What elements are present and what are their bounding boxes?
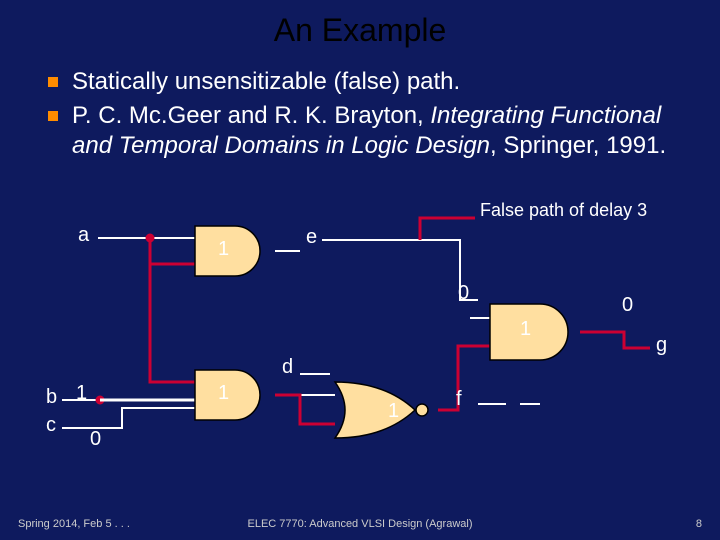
bullet-marker-icon — [48, 111, 58, 121]
footer-left: Spring 2014, Feb 5 . . . — [18, 518, 130, 530]
bullet-marker-icon — [48, 77, 58, 87]
value-label: 1 — [388, 400, 399, 423]
bullet-item: P. C. Mc.Geer and R. K. Brayton, Integra… — [48, 101, 690, 161]
gates — [195, 226, 568, 438]
signal-f: f — [456, 388, 462, 411]
nor-bubble-icon — [416, 404, 428, 416]
footer-right: 8 — [696, 518, 702, 530]
value-label: 1 — [218, 382, 229, 405]
slide-title: An Example — [0, 0, 720, 49]
value-label: 0 — [458, 282, 469, 305]
bullet-list: Statically unsensitizable (false) path. … — [0, 49, 720, 161]
signal-e: e — [306, 226, 317, 249]
bullet-text-plain: P. C. Mc.Geer and R. K. Brayton, — [72, 102, 430, 129]
value-label: 1 — [520, 318, 531, 341]
circuit-svg — [0, 200, 720, 500]
value-label: 0 — [90, 428, 101, 451]
bullet-text: Statically unsensitizable (false) path. — [72, 67, 460, 97]
bullet-item: Statically unsensitizable (false) path. — [48, 67, 690, 97]
value-label: 1 — [76, 382, 87, 405]
value-label: 0 — [622, 294, 633, 317]
signal-c: c — [46, 414, 56, 437]
bullet-text-rest: , Springer, 1991. — [490, 132, 666, 159]
nor-gate — [335, 382, 415, 438]
circuit-diagram: False path of delay 3 a b c d e f g 1 0 … — [0, 200, 720, 500]
annotation-text: False path of delay 3 — [480, 200, 647, 221]
signal-b: b — [46, 386, 57, 409]
signal-a: a — [78, 224, 89, 247]
footer-center: ELEC 7770: Advanced VLSI Design (Agrawal… — [247, 518, 472, 530]
value-label: 1 — [218, 238, 229, 261]
signal-g: g — [656, 334, 667, 357]
signal-d: d — [282, 356, 293, 379]
bullet-text: P. C. Mc.Geer and R. K. Brayton, Integra… — [72, 101, 690, 161]
